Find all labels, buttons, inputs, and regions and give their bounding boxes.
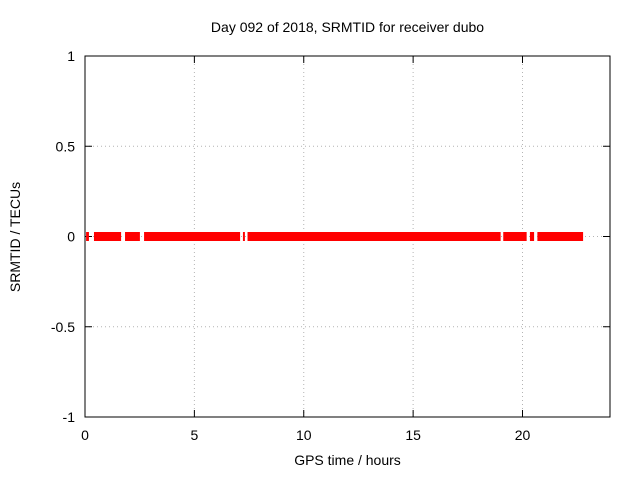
data-segment	[144, 232, 241, 241]
x-tick-label: 5	[190, 427, 198, 443]
data-segment	[86, 232, 89, 241]
data-segment	[529, 232, 535, 241]
y-tick-label: 0	[67, 229, 75, 245]
x-tick-label: 15	[405, 427, 421, 443]
plot-border	[84, 55, 611, 418]
data-segment	[125, 232, 140, 241]
data-segment	[247, 232, 501, 241]
data-segment	[537, 232, 584, 241]
y-tick-label: 1	[67, 48, 75, 64]
x-tick-label: 0	[81, 427, 89, 443]
y-tick-label: -0.5	[51, 319, 75, 335]
data-segment	[93, 232, 122, 241]
data-segment	[503, 232, 527, 241]
y-tick-label: -1	[63, 409, 76, 425]
chart-title: Day 092 of 2018, SRMTID for receiver dub…	[210, 19, 485, 35]
x-tick-label: 10	[296, 427, 312, 443]
y-tick-label: 0.5	[56, 138, 76, 154]
x-axis-title: GPS time / hours	[294, 452, 401, 468]
data-segment	[242, 232, 245, 241]
x-tick-label: 20	[515, 427, 531, 443]
